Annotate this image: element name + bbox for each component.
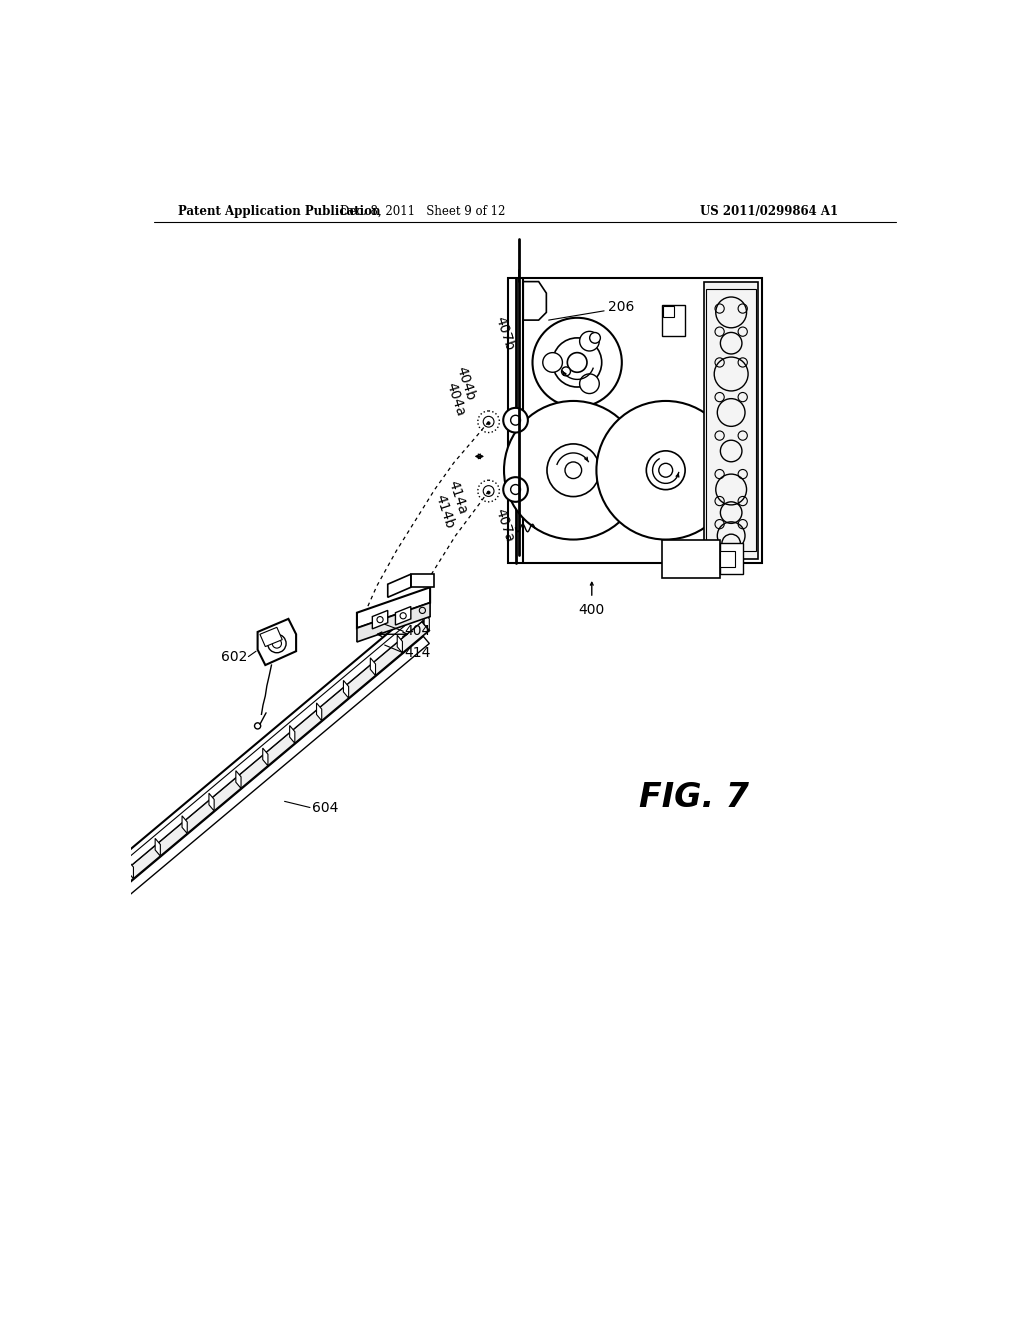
Text: 404b: 404b <box>454 364 478 403</box>
Polygon shape <box>209 793 214 810</box>
Circle shape <box>596 401 735 540</box>
Polygon shape <box>388 574 411 597</box>
Text: 206: 206 <box>608 300 634 314</box>
Bar <box>705 281 758 558</box>
Polygon shape <box>260 627 283 647</box>
Bar <box>706 289 756 552</box>
Circle shape <box>547 444 600 496</box>
Bar <box>720 552 735 566</box>
Polygon shape <box>84 606 429 899</box>
Text: 414b: 414b <box>432 492 457 531</box>
Bar <box>720 544 742 574</box>
Polygon shape <box>523 281 547 321</box>
Polygon shape <box>357 587 430 628</box>
Polygon shape <box>373 610 388 628</box>
Polygon shape <box>357 603 430 642</box>
Circle shape <box>532 318 622 407</box>
Circle shape <box>503 408 528 433</box>
Text: 400: 400 <box>579 603 605 616</box>
Text: 414: 414 <box>404 645 431 660</box>
Circle shape <box>646 451 685 490</box>
Bar <box>662 540 720 578</box>
Polygon shape <box>89 622 429 909</box>
Text: 604: 604 <box>311 800 338 814</box>
Text: Patent Application Publication: Patent Application Publication <box>178 205 381 218</box>
Text: 404a: 404a <box>443 380 468 418</box>
Text: US 2011/0299864 A1: US 2011/0299864 A1 <box>700 205 839 218</box>
Text: Dec. 8, 2011   Sheet 9 of 12: Dec. 8, 2011 Sheet 9 of 12 <box>340 205 506 218</box>
Bar <box>664 306 674 317</box>
Circle shape <box>580 331 599 351</box>
Bar <box>508 277 762 562</box>
Polygon shape <box>411 574 434 587</box>
Circle shape <box>483 416 494 428</box>
Circle shape <box>590 333 600 343</box>
Bar <box>662 305 685 335</box>
Text: 407a: 407a <box>493 507 516 544</box>
Text: 404: 404 <box>404 624 431 638</box>
Polygon shape <box>93 636 429 920</box>
Polygon shape <box>343 680 348 698</box>
Polygon shape <box>258 619 296 665</box>
Circle shape <box>487 422 490 425</box>
Text: 414a: 414a <box>445 478 469 516</box>
Circle shape <box>580 374 599 393</box>
Polygon shape <box>395 607 411 626</box>
Polygon shape <box>371 657 376 676</box>
Circle shape <box>543 352 562 372</box>
Polygon shape <box>236 771 241 788</box>
Text: 602: 602 <box>221 649 248 664</box>
Polygon shape <box>182 816 187 833</box>
Polygon shape <box>156 838 161 857</box>
Circle shape <box>487 491 490 494</box>
Circle shape <box>504 401 643 540</box>
Text: FIG. 7: FIG. 7 <box>639 781 749 814</box>
Circle shape <box>658 463 673 477</box>
Polygon shape <box>397 635 402 653</box>
Polygon shape <box>290 726 295 743</box>
Text: 407b: 407b <box>493 314 517 352</box>
Polygon shape <box>424 612 429 631</box>
Polygon shape <box>316 704 322 721</box>
Circle shape <box>483 486 494 496</box>
Polygon shape <box>94 615 423 892</box>
Circle shape <box>565 462 582 479</box>
Circle shape <box>503 477 528 502</box>
Polygon shape <box>128 861 133 879</box>
Polygon shape <box>263 748 268 766</box>
Circle shape <box>561 367 570 376</box>
